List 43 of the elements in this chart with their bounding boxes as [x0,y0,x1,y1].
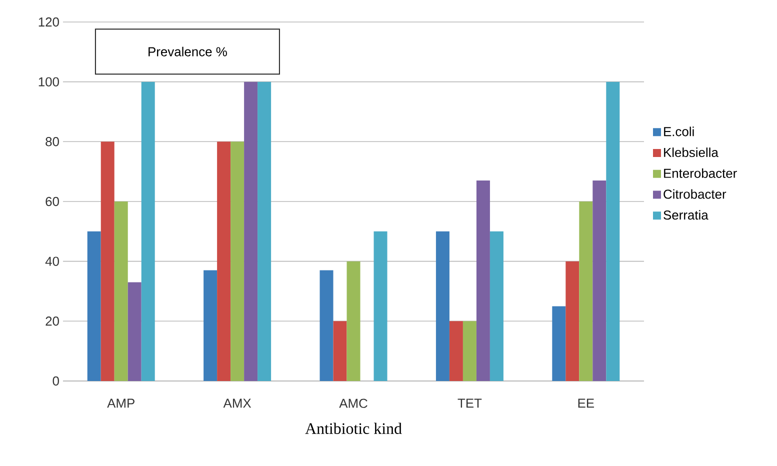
bar [258,82,272,381]
bar [436,231,450,381]
bar [566,261,580,381]
legend-label: Enterobacter [664,168,737,178]
bar [606,82,620,381]
x-tick-label: TET [458,398,482,408]
bar [476,180,490,381]
bar [244,82,258,381]
x-tick-label: AMX [223,398,252,408]
bar [114,201,128,381]
bar [552,306,566,381]
bar [217,142,231,381]
y-tick-label: 120 [38,17,59,27]
bar [128,282,142,381]
bar [579,201,593,381]
bar [204,270,218,381]
y-tick-label: 100 [38,77,59,86]
bar [462,321,476,381]
y-tick-label: 40 [45,256,59,266]
y-tick-label: 60 [46,196,59,206]
bar [230,142,244,381]
x-tick-label: AMC [339,398,368,408]
legend-label: Klebsiella [664,148,718,158]
legend-label: Citrobacter [664,189,726,199]
bar [592,180,606,381]
x-tick-label: EE [578,398,594,408]
bar [141,82,155,381]
y-tick-label: 0 [52,376,59,386]
text: Prevalence % [148,46,227,56]
bar [374,231,388,381]
bar [490,231,504,381]
x-axis-title: Antibiotic kind [305,422,402,434]
bar [333,321,347,381]
legend-label: E.coli [664,126,694,136]
bar [100,142,114,381]
bar [449,321,463,381]
bar [320,270,334,381]
legend-label: Serratia [664,210,708,220]
bar [346,261,360,381]
y-tick-label: 20 [46,316,59,326]
bar [87,231,101,381]
y-tick-label: 80 [46,137,59,146]
x-tick-label: AMP [107,398,134,408]
